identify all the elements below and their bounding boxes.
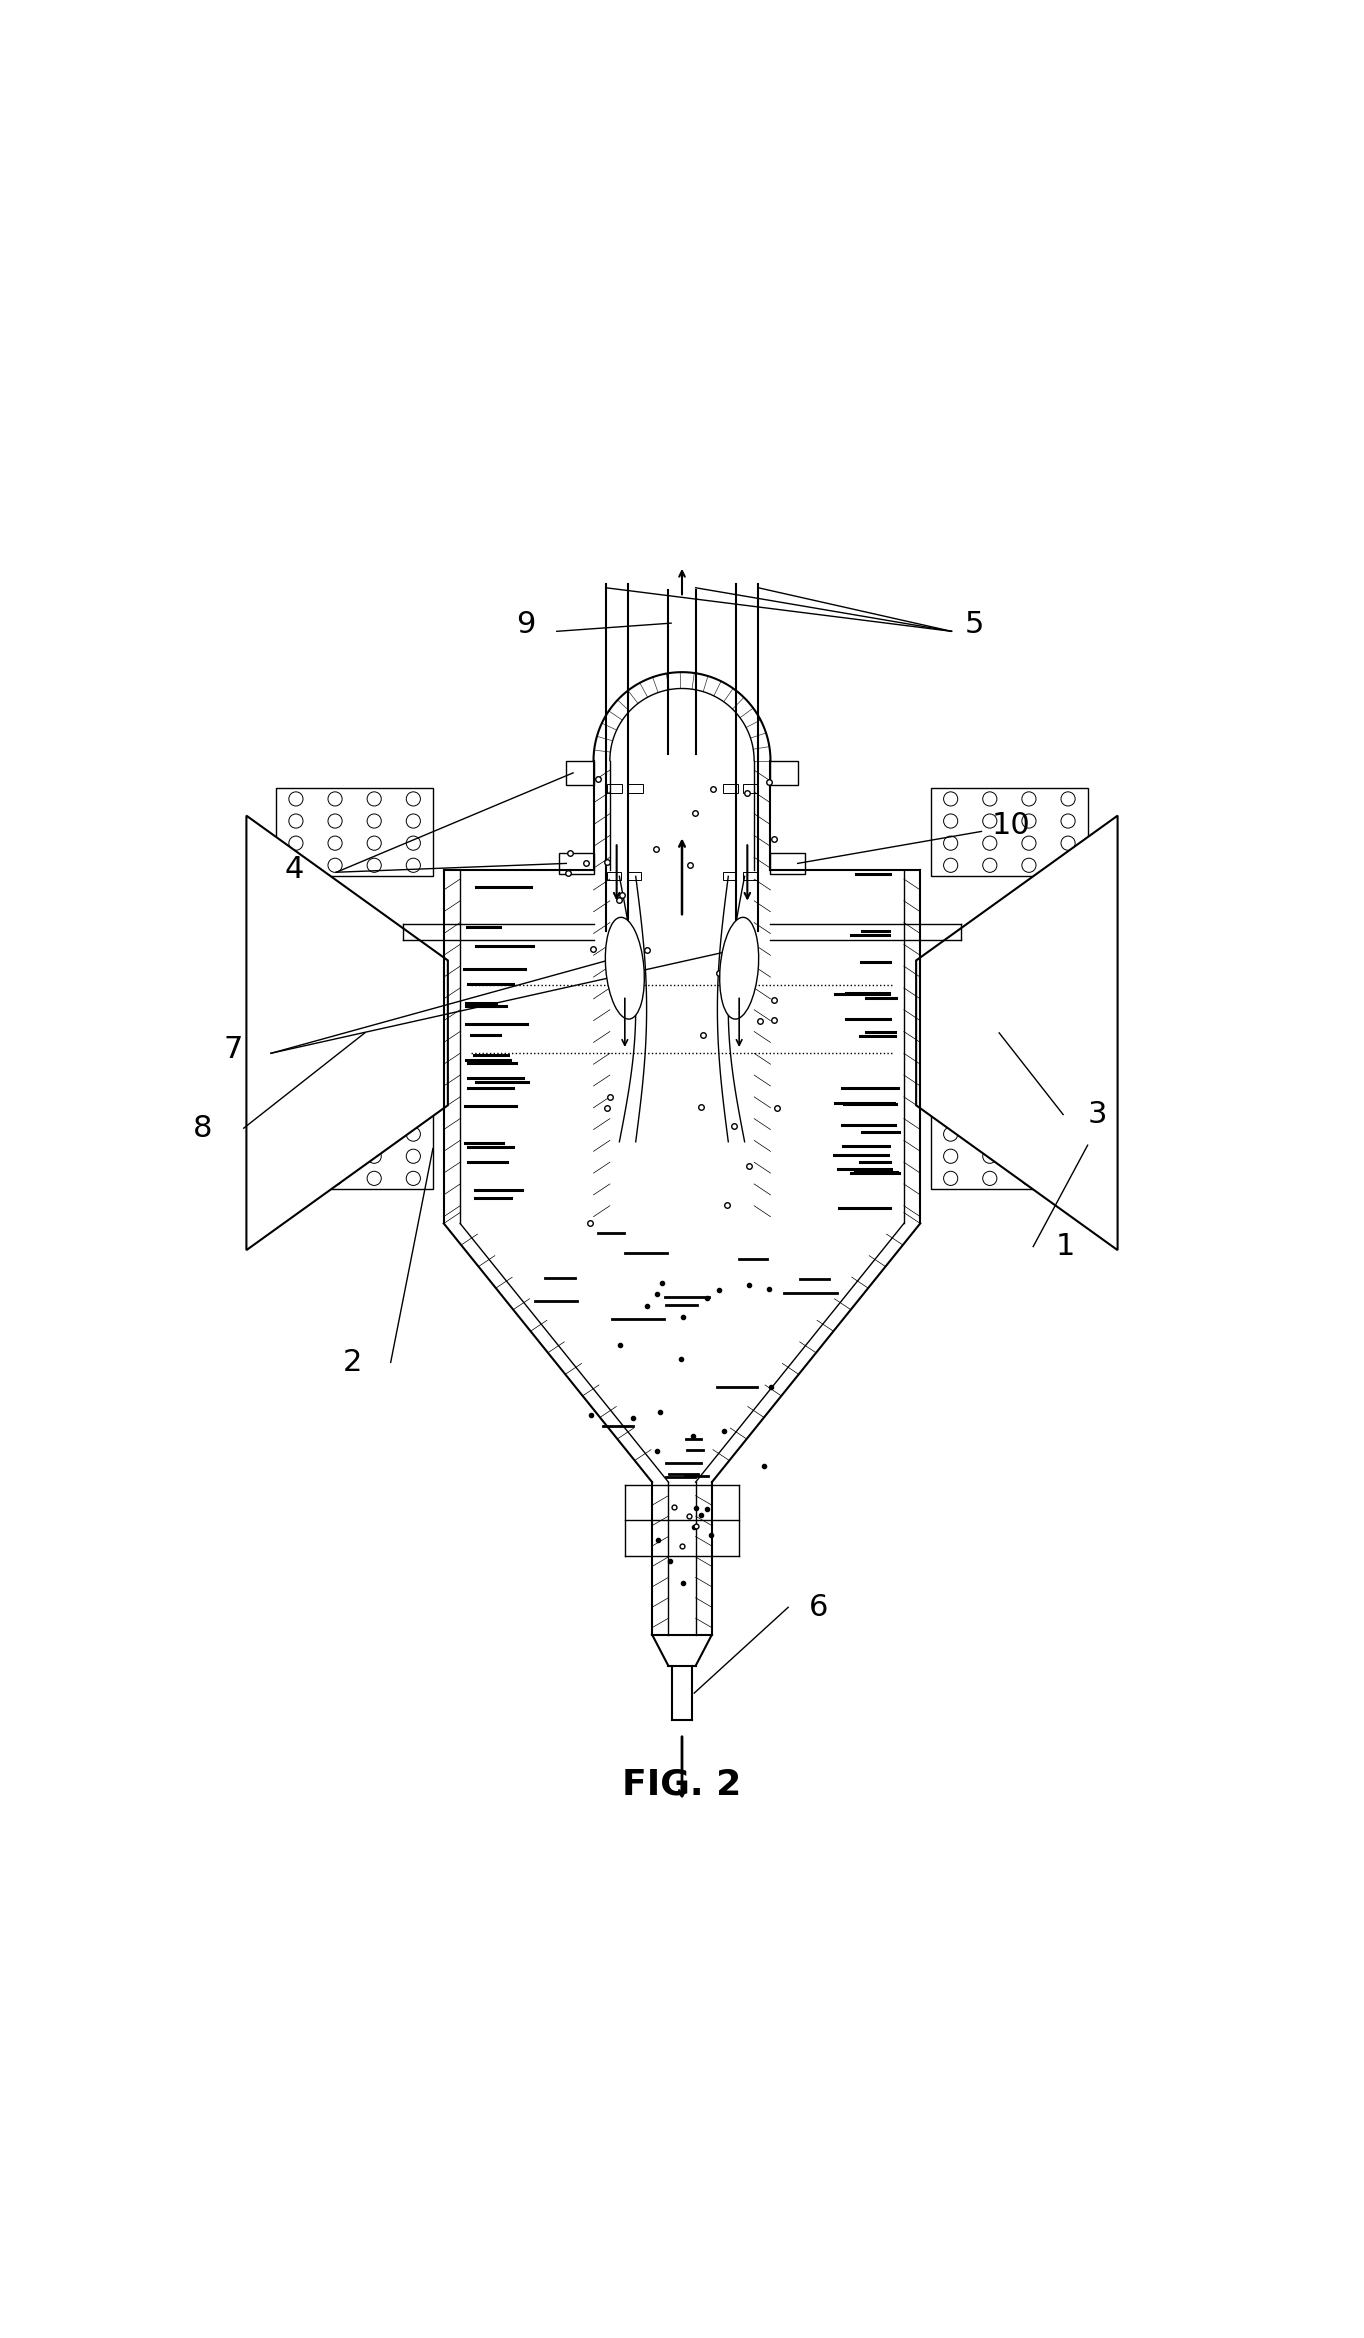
Bar	[743, 783, 758, 793]
Bar	[932, 1101, 1087, 1190]
Bar	[771, 853, 805, 874]
Bar	[277, 1101, 432, 1190]
Text: 1: 1	[1056, 1232, 1076, 1260]
Text: 4: 4	[284, 856, 304, 884]
Bar	[559, 853, 593, 874]
Text: 8: 8	[194, 1113, 213, 1143]
Bar	[627, 783, 642, 793]
Bar	[932, 788, 1087, 877]
Bar	[566, 760, 593, 786]
Text: 7: 7	[224, 1036, 243, 1064]
Bar	[723, 872, 737, 881]
Bar	[723, 783, 738, 793]
Text: 9: 9	[516, 610, 535, 638]
Bar	[607, 783, 622, 793]
Text: 6: 6	[809, 1592, 828, 1623]
Bar	[771, 760, 798, 786]
Text: 5: 5	[964, 610, 985, 638]
Text: 3: 3	[1087, 1101, 1108, 1129]
Ellipse shape	[720, 916, 758, 1019]
Bar	[743, 872, 757, 881]
Ellipse shape	[606, 916, 644, 1019]
Text: 2: 2	[342, 1347, 363, 1377]
Bar	[277, 788, 432, 877]
Bar	[607, 872, 621, 881]
Text: 10: 10	[992, 811, 1031, 839]
Polygon shape	[247, 816, 447, 1251]
Bar	[627, 872, 641, 881]
Text: FIG. 2: FIG. 2	[622, 1768, 742, 1800]
Polygon shape	[917, 816, 1117, 1251]
